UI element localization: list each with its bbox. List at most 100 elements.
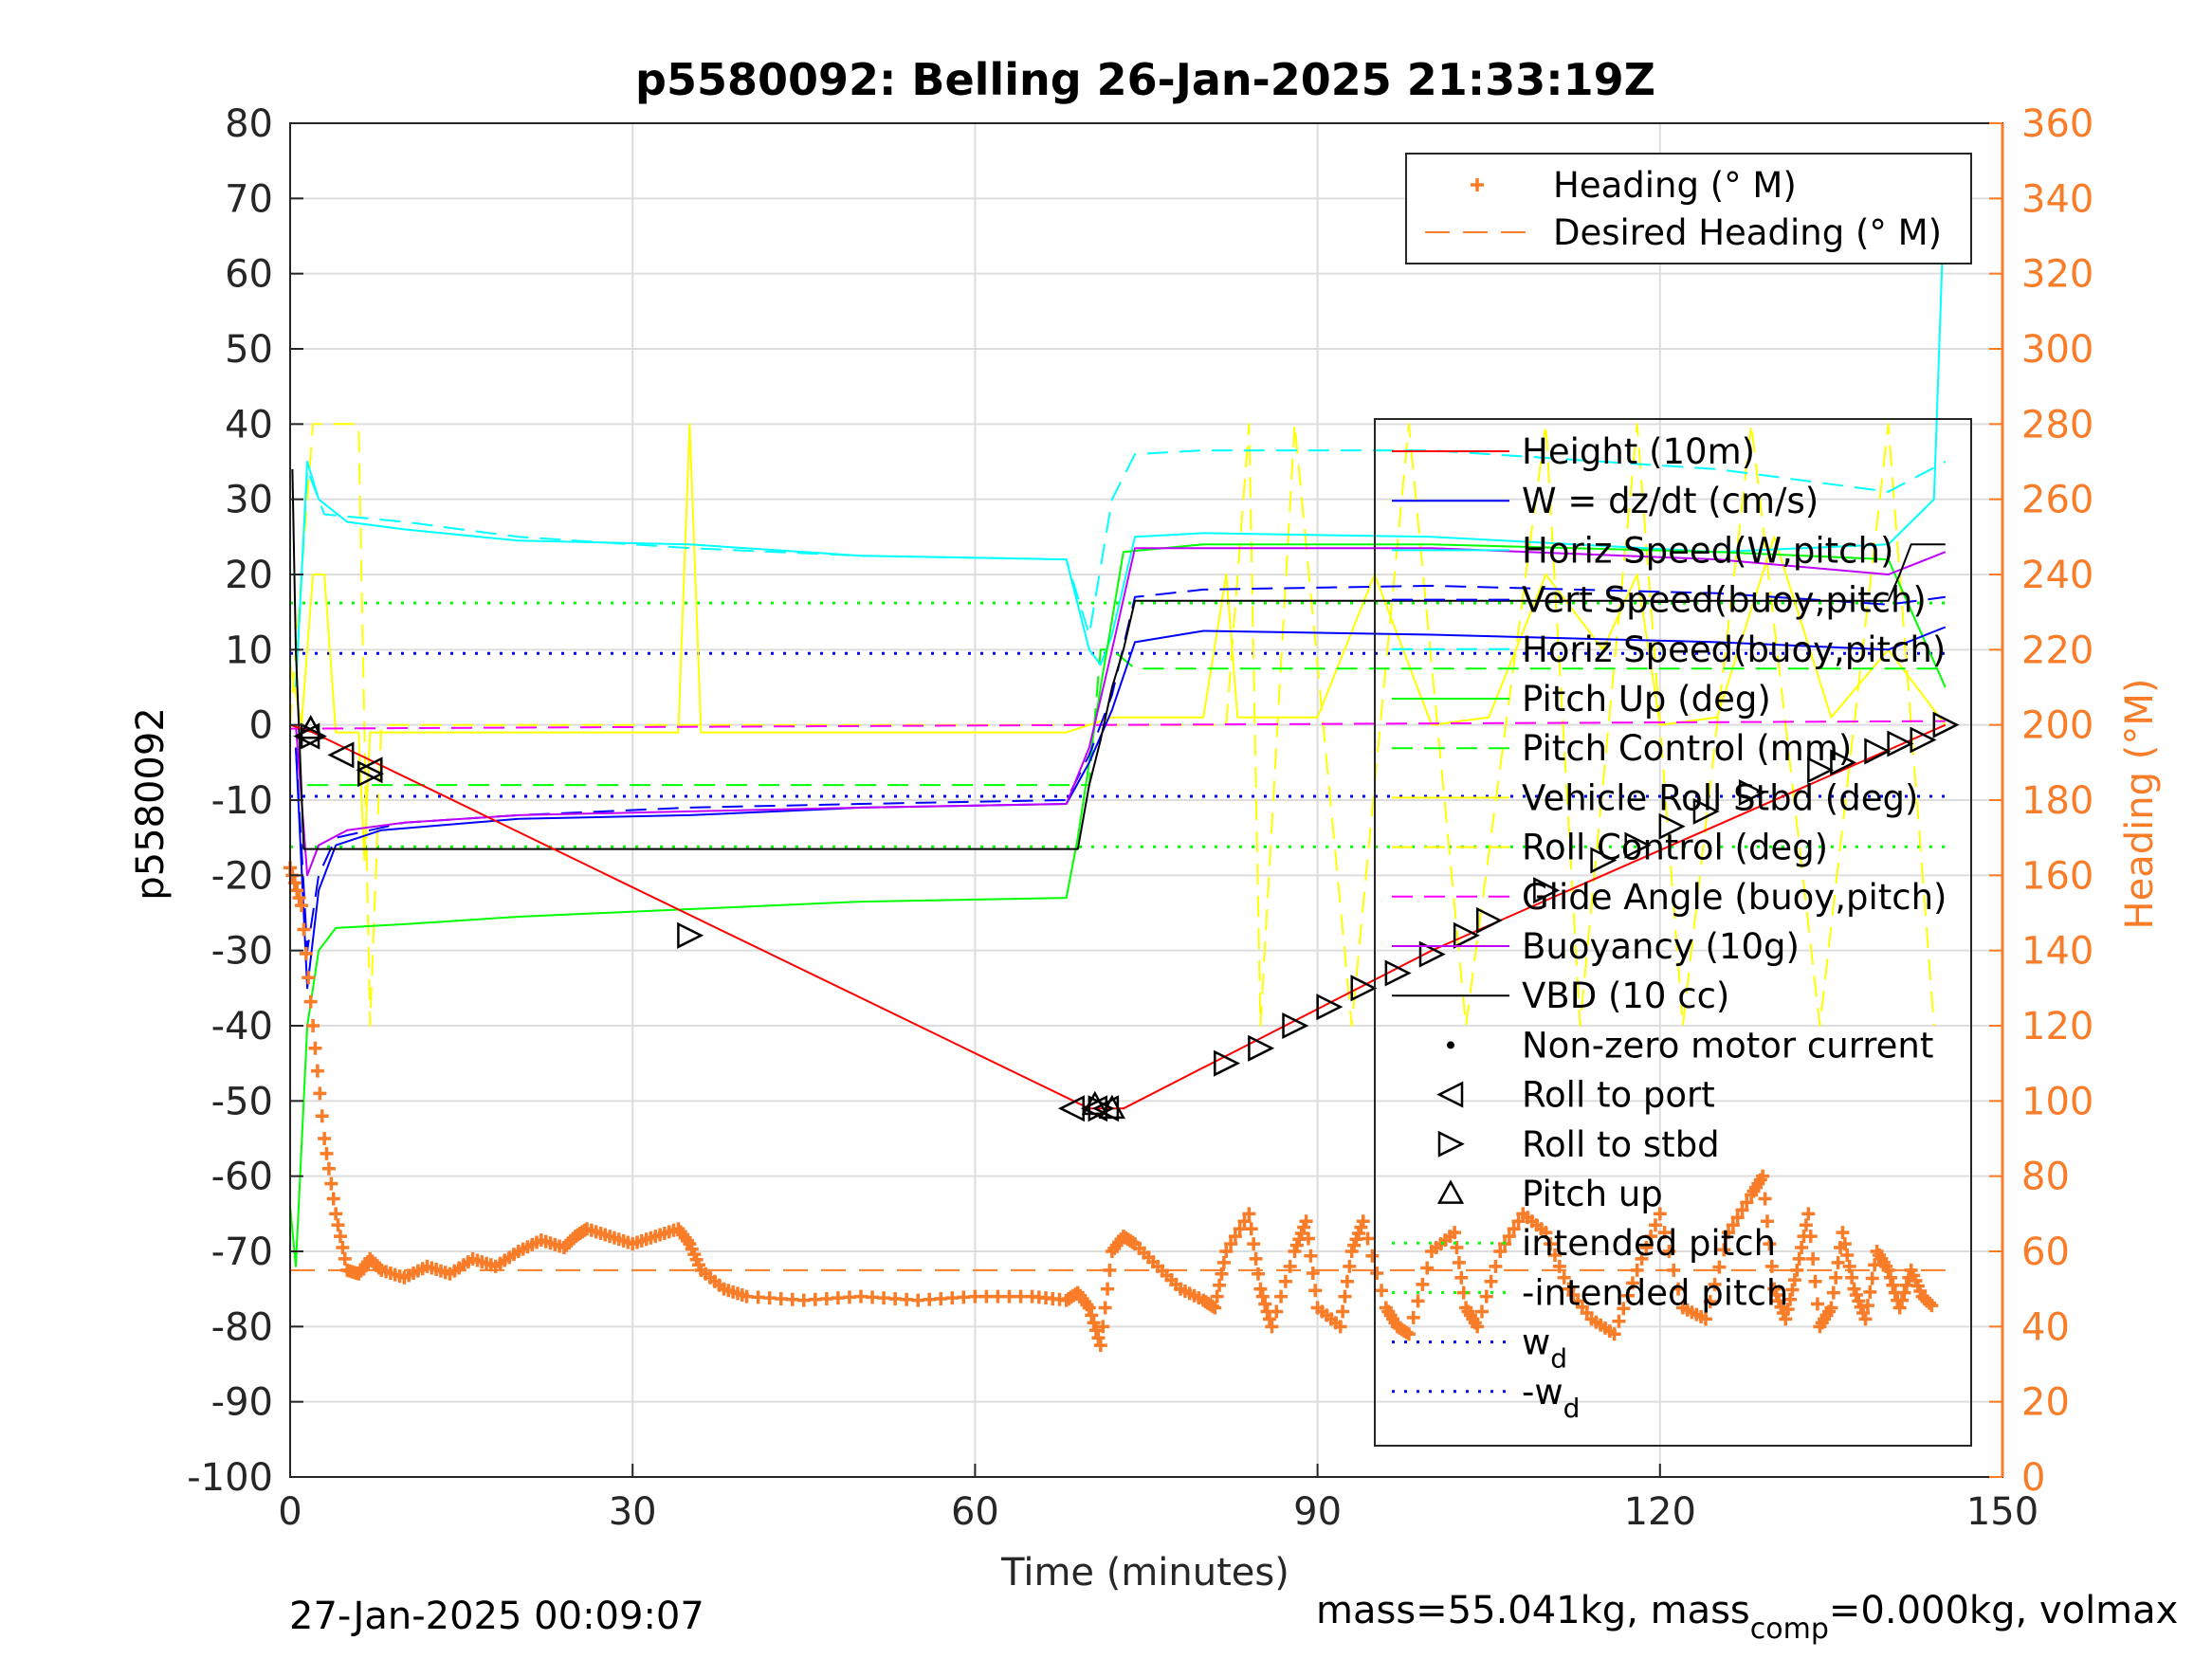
y2-tick-label: 340 — [2021, 177, 2093, 221]
series-line — [295, 547, 1947, 877]
heading-point — [1087, 1316, 1101, 1330]
heading-point — [1808, 1274, 1822, 1288]
series-line — [289, 423, 1947, 862]
y-tick-label: -70 — [211, 1231, 273, 1274]
heading-point — [1783, 1292, 1798, 1306]
legend-label: intended pitch — [1522, 1223, 1776, 1264]
heading-point — [1370, 1267, 1384, 1281]
legend-label: Buoyancy (10g) — [1522, 926, 1800, 967]
y2-tick-label: 140 — [2021, 930, 2093, 974]
y-tick-label: 60 — [225, 253, 273, 297]
heading-point — [1884, 1270, 1898, 1285]
y-tick-label: -40 — [211, 1005, 273, 1048]
heading-point — [1210, 1289, 1224, 1304]
heading-point — [1662, 1245, 1676, 1258]
heading-point — [297, 922, 311, 937]
heading-point — [1343, 1259, 1357, 1273]
heading-point — [308, 1041, 322, 1055]
heading-point — [900, 1292, 914, 1306]
x-tick-label: 60 — [951, 1490, 999, 1534]
heading-point — [1698, 1312, 1712, 1326]
heading-point — [796, 1293, 811, 1307]
heading-point — [1836, 1226, 1850, 1240]
y2-tick-label: 320 — [2021, 253, 2093, 297]
footer-timestamp: 27-Jan-2025 00:09:07 — [289, 1595, 704, 1638]
pitch-up-marker — [297, 715, 324, 739]
heading-point — [1213, 1278, 1227, 1292]
heading-point — [740, 1289, 754, 1304]
heading-point — [1448, 1226, 1462, 1240]
heading-point — [1703, 1295, 1717, 1309]
heading-layer — [283, 861, 1946, 1353]
roll-to-port-marker — [356, 757, 383, 784]
roll-to-stbd-marker — [1830, 749, 1857, 776]
legend-label: -intended pitch — [1522, 1272, 1788, 1313]
roll-to-port-marker — [293, 722, 320, 750]
heading-point — [1740, 1195, 1754, 1210]
heading-point — [1333, 1320, 1347, 1334]
heading-point — [1101, 1282, 1115, 1296]
y2-tick-label: 40 — [2021, 1305, 2070, 1349]
heading-point — [318, 1132, 332, 1145]
heading-point — [1375, 1284, 1389, 1298]
heading-point — [1082, 1301, 1096, 1315]
heading-point — [1237, 1214, 1252, 1229]
roll-to-stbd-marker — [1910, 726, 1937, 754]
heading-point — [1507, 1222, 1521, 1236]
heading-point — [1840, 1248, 1855, 1262]
x-tick-label: 120 — [1624, 1490, 1696, 1534]
heading-point — [1416, 1277, 1430, 1291]
heading-point — [1801, 1207, 1816, 1221]
heading-point — [1722, 1226, 1736, 1240]
y2-tick-label: 120 — [2021, 1005, 2093, 1048]
y-tick-label: -30 — [211, 930, 273, 974]
heading-point — [1790, 1263, 1804, 1277]
heading-point — [1454, 1270, 1469, 1285]
heading-point — [1411, 1294, 1425, 1308]
heading-point — [1365, 1249, 1380, 1263]
heading-point — [1612, 1314, 1626, 1328]
y-tick-label: -100 — [187, 1456, 273, 1500]
roll-to-stbd-marker — [1384, 959, 1412, 987]
heading-point — [1308, 1284, 1323, 1298]
heading-point — [1868, 1258, 1882, 1272]
legend-label: Pitch Up (deg) — [1522, 679, 1771, 720]
y2-axis-label: Heading (°M) — [2118, 679, 2162, 930]
heading-point — [1493, 1245, 1508, 1258]
legend-swatch — [1437, 1130, 1465, 1158]
heading-point — [1242, 1207, 1256, 1221]
heading-point — [1283, 1259, 1297, 1273]
heading-point — [299, 946, 313, 960]
heading-point — [1806, 1251, 1820, 1266]
roll-to-stbd-marker — [1418, 940, 1446, 968]
heading-point — [1336, 1304, 1350, 1319]
heading-point — [1452, 1255, 1466, 1269]
heading-point — [372, 1261, 386, 1275]
axes-layer: 0 30 60 90 120 15080706050403020100-10-20-30-… — [187, 102, 2093, 1534]
heading-point — [1781, 1303, 1795, 1317]
heading-point — [1244, 1222, 1258, 1236]
legend-label: Non-zero motor current — [1522, 1025, 1933, 1066]
heading-point — [1895, 1293, 1910, 1307]
series-line — [295, 449, 1947, 688]
heading-point — [1635, 1251, 1649, 1266]
heading-point — [1829, 1270, 1843, 1285]
legend-heading: Heading (° M) Desired Heading (° M) — [1405, 153, 1972, 264]
heading-point — [991, 1289, 1005, 1304]
heading-point — [945, 1291, 960, 1305]
x-tick-label: 0 — [278, 1490, 302, 1534]
heading-point — [329, 1207, 343, 1221]
roll-to-stbd-marker — [1692, 797, 1720, 825]
legend-label: Vehicle Roll Stbd (deg) — [1522, 777, 1918, 818]
y2-tick-label: 60 — [2021, 1231, 2070, 1274]
heading-point — [1630, 1263, 1644, 1277]
heading-point — [1858, 1312, 1873, 1326]
roll-to-stbd-marker — [1248, 1034, 1275, 1062]
y2-tick-label: 0 — [2021, 1456, 2045, 1500]
roll-to-stbd-marker — [1214, 1049, 1241, 1077]
y2-tick-label: 240 — [2021, 554, 2093, 597]
roll-to-stbd-marker — [1864, 738, 1892, 765]
heading-point — [336, 1241, 350, 1255]
y-tick-label: -60 — [211, 1156, 273, 1199]
x-tick-label: 30 — [609, 1490, 657, 1534]
